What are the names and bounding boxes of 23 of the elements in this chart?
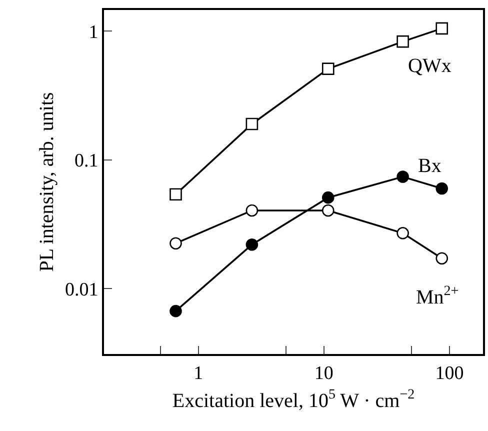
point xyxy=(246,118,258,130)
x-tick-label: 10 xyxy=(314,362,334,384)
y-tick-label: 0.01 xyxy=(64,279,98,300)
point xyxy=(246,204,258,217)
point xyxy=(322,191,334,204)
series-label: QWx xyxy=(408,55,452,77)
y-tick-label: 0.1 xyxy=(74,150,98,172)
point xyxy=(322,204,334,217)
y-axis-title: PL intensity, arb. units xyxy=(36,92,58,272)
series-label: Bx xyxy=(418,155,442,177)
x-axis-title: Excitation level, 10$^{5}$ W · cm$^{−2}$ xyxy=(172,387,415,412)
point xyxy=(170,188,182,201)
point xyxy=(170,304,182,318)
x-tick-label: 100 xyxy=(435,362,464,384)
point xyxy=(396,170,409,183)
series-label: Mn$^{2+}$ xyxy=(416,284,459,308)
point xyxy=(396,226,409,240)
y-tick-label: 1 xyxy=(88,22,98,43)
point xyxy=(246,238,258,251)
point xyxy=(396,35,409,48)
x-tick-label: 1 xyxy=(194,362,204,384)
point xyxy=(170,237,182,250)
point xyxy=(322,62,334,75)
